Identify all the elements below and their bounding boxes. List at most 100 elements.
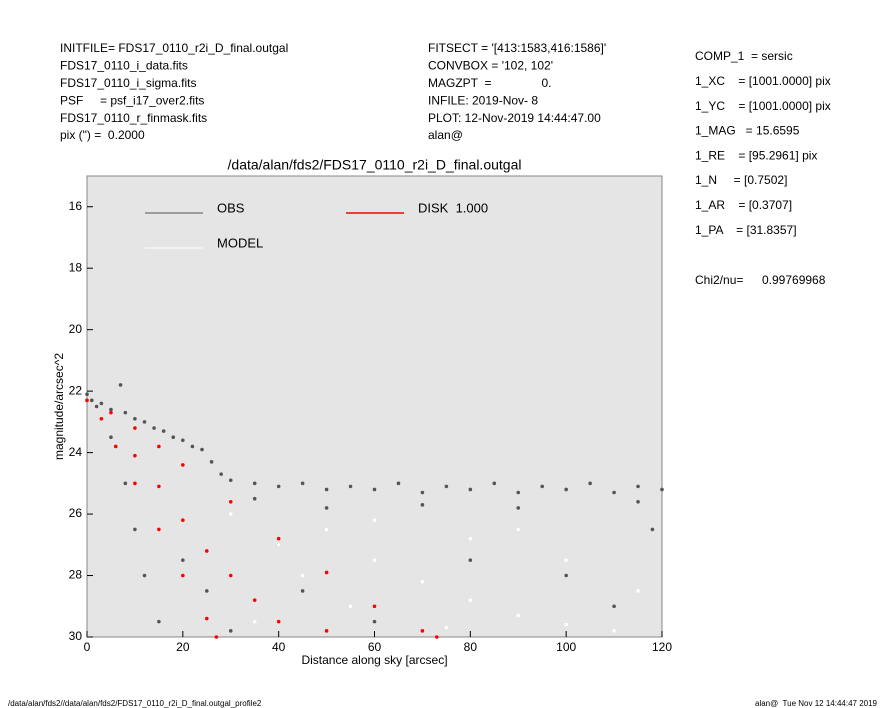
header-middle-line: INFILE: 2019-Nov- 8 bbox=[428, 93, 538, 107]
data-point bbox=[660, 487, 664, 492]
x-tick-label: 0 bbox=[84, 640, 91, 654]
data-point bbox=[113, 444, 118, 449]
data-point bbox=[252, 481, 257, 486]
data-point bbox=[612, 604, 616, 609]
data-point bbox=[276, 484, 281, 489]
data-point bbox=[133, 481, 137, 486]
data-point bbox=[540, 484, 545, 489]
data-point bbox=[118, 383, 123, 387]
data-point bbox=[123, 410, 128, 415]
data-point bbox=[276, 536, 281, 541]
data-point bbox=[468, 558, 473, 562]
data-point bbox=[300, 481, 305, 486]
data-point bbox=[228, 512, 233, 516]
data-point bbox=[133, 426, 137, 430]
data-point bbox=[372, 619, 377, 624]
header-middle-line: CONVBOX = '102, 102' bbox=[428, 59, 553, 73]
data-point bbox=[468, 536, 473, 541]
header-left-line: FDS17_0110_i_data.fits bbox=[60, 59, 188, 73]
data-point bbox=[181, 463, 185, 467]
data-point bbox=[109, 435, 113, 440]
param-line: COMP_1 = sersic bbox=[695, 49, 793, 63]
x-axis-label: Distance along sky [arcsec] bbox=[301, 653, 447, 667]
data-point bbox=[492, 481, 497, 486]
chi2-label: Chi2/nu= bbox=[695, 273, 743, 287]
header-left-line: PSF = psf_i17_over2.fits bbox=[60, 93, 204, 107]
footer-left: /data/alan/fds2//data/alan/fds2/FDS17_01… bbox=[8, 699, 262, 708]
data-point bbox=[420, 503, 425, 507]
data-point bbox=[372, 518, 377, 523]
y-tick-label: 28 bbox=[69, 568, 83, 582]
data-point bbox=[420, 579, 425, 584]
data-point bbox=[348, 484, 353, 489]
data-point bbox=[228, 499, 233, 504]
x-tick-label: 60 bbox=[368, 640, 382, 654]
data-point bbox=[468, 487, 473, 492]
legend-label: MODEL bbox=[217, 235, 263, 250]
data-point bbox=[181, 438, 185, 443]
data-point bbox=[372, 487, 377, 492]
data-point bbox=[300, 589, 305, 593]
data-point bbox=[133, 453, 137, 458]
data-point bbox=[157, 619, 161, 624]
data-point bbox=[228, 573, 233, 578]
data-point bbox=[109, 407, 113, 412]
data-point bbox=[252, 496, 257, 501]
footer-right: alan@ Tue Nov 12 14:44:47 2019 bbox=[755, 699, 878, 708]
data-point bbox=[214, 635, 219, 639]
legend-label: OBS bbox=[217, 200, 245, 215]
data-point bbox=[252, 619, 257, 624]
legend-label: DISK 1.000 bbox=[418, 200, 488, 215]
data-point bbox=[564, 573, 568, 578]
data-point bbox=[133, 416, 137, 421]
data-point bbox=[564, 558, 568, 562]
data-point bbox=[636, 499, 640, 504]
data-point bbox=[133, 527, 137, 532]
data-point bbox=[444, 484, 449, 489]
data-point bbox=[89, 398, 94, 403]
param-line: 1_PA = [31.8357] bbox=[695, 223, 797, 237]
data-point bbox=[324, 570, 329, 575]
data-point bbox=[228, 629, 233, 633]
data-point bbox=[420, 629, 425, 633]
data-point bbox=[142, 420, 147, 424]
x-tick-label: 120 bbox=[652, 640, 672, 654]
plot-area bbox=[86, 175, 663, 638]
y-tick-label: 20 bbox=[69, 322, 83, 336]
data-point bbox=[123, 481, 128, 486]
data-point bbox=[516, 613, 521, 618]
data-point bbox=[612, 629, 616, 633]
y-tick-label: 24 bbox=[69, 445, 83, 459]
data-point bbox=[434, 635, 439, 639]
y-tick-label: 30 bbox=[69, 629, 83, 643]
data-point bbox=[650, 527, 655, 532]
data-point bbox=[468, 598, 473, 602]
header-left-line: FDS17_0110_r_finmask.fits bbox=[60, 111, 207, 125]
header-middle-line: alan@ bbox=[428, 128, 463, 142]
data-point bbox=[109, 410, 113, 415]
y-axis-label: magnitude/arcsec^2 bbox=[52, 353, 66, 460]
y-tick-label: 16 bbox=[69, 199, 83, 213]
data-point bbox=[636, 589, 640, 593]
data-point bbox=[209, 460, 214, 464]
data-point bbox=[300, 573, 305, 578]
data-point bbox=[204, 589, 209, 593]
header-left-line: INITFILE= FDS17_0110_r2i_D_final.outgal bbox=[60, 41, 288, 55]
data-point bbox=[420, 490, 425, 495]
data-point bbox=[85, 392, 89, 397]
data-point bbox=[94, 404, 99, 409]
data-point bbox=[396, 481, 401, 486]
data-point bbox=[181, 558, 185, 562]
data-point bbox=[516, 527, 521, 532]
data-point bbox=[564, 622, 568, 627]
data-point bbox=[85, 398, 89, 403]
data-point bbox=[564, 487, 568, 492]
data-point bbox=[204, 549, 209, 553]
param-line: 1_AR = [0.3707] bbox=[695, 198, 792, 212]
data-point bbox=[161, 429, 166, 433]
data-point bbox=[181, 518, 185, 523]
data-point bbox=[99, 401, 104, 406]
data-point bbox=[181, 573, 185, 578]
y-tick-label: 22 bbox=[69, 383, 83, 397]
